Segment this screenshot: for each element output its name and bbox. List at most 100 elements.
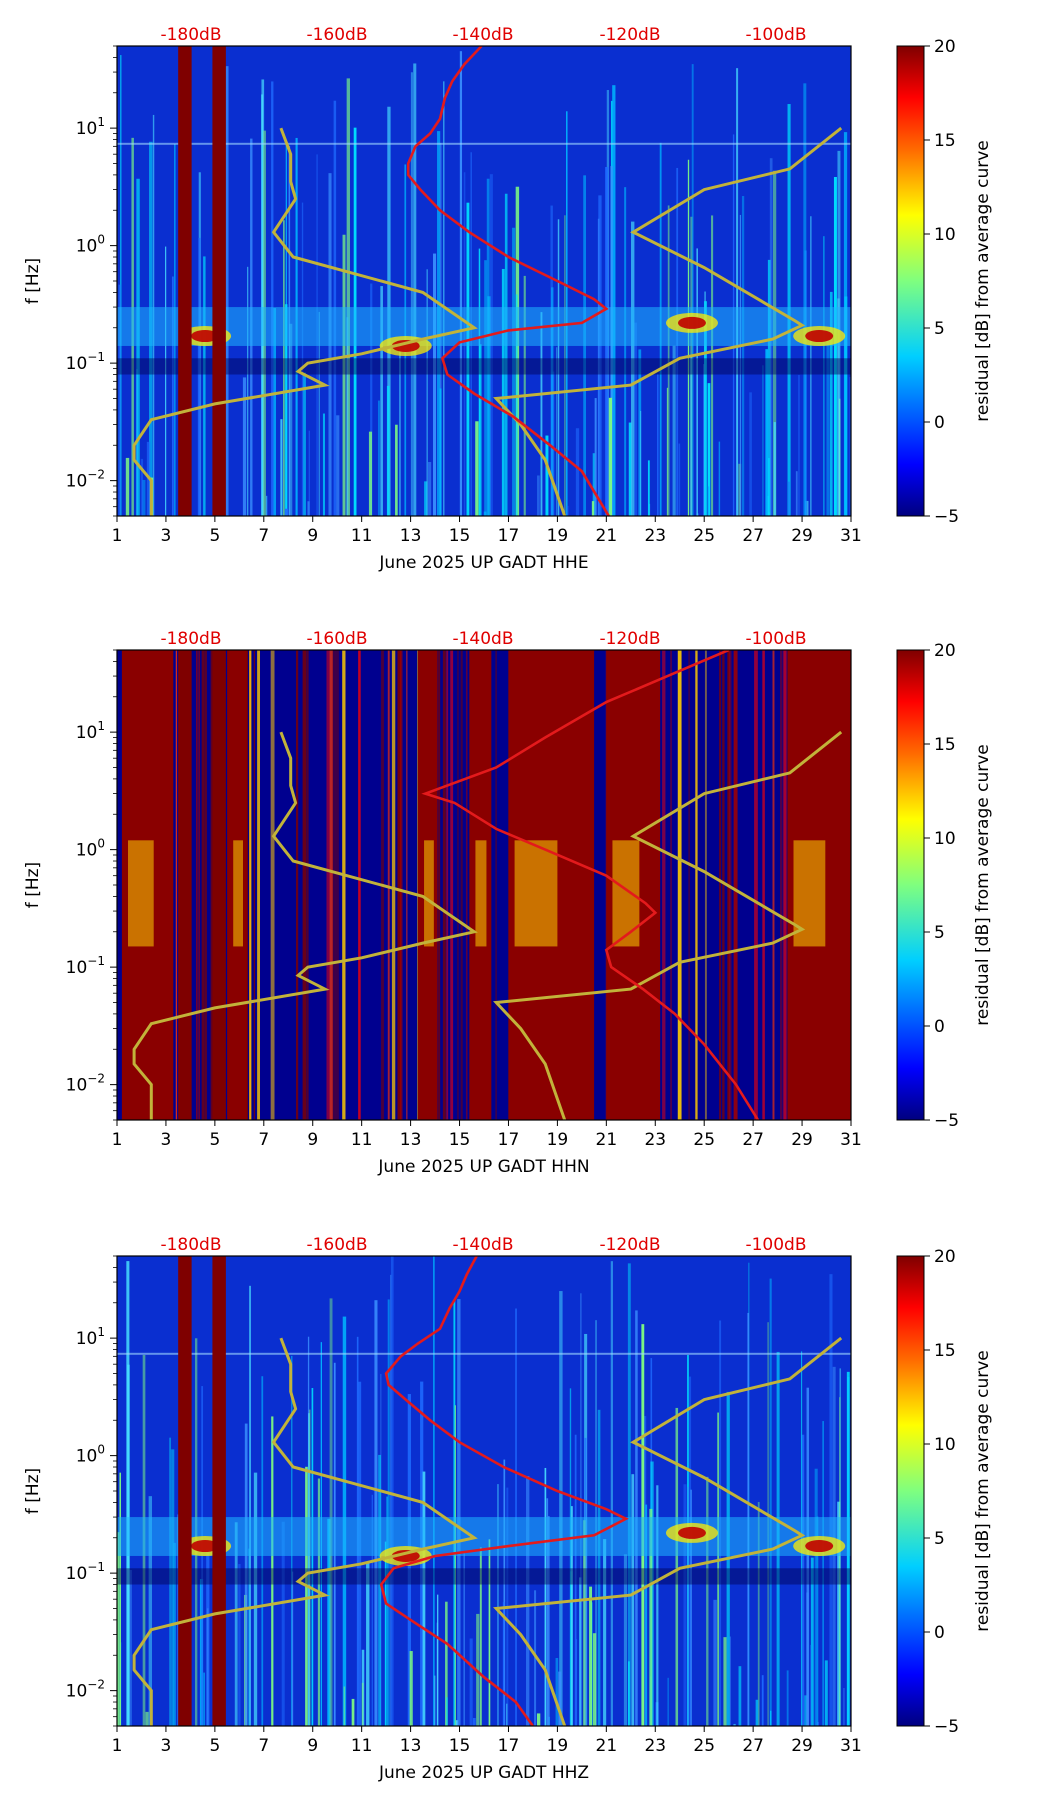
heatmap-streak [762,365,764,516]
y-tick-base: 10 [66,1076,88,1096]
hot-spot-core [805,330,834,343]
y-tick-base: 10 [66,1682,88,1702]
heatmap-streak [368,431,373,516]
colorbar-tick-label: 5 [934,1529,945,1549]
heatmap-streak [273,308,277,516]
heatmap-streak [371,1494,373,1726]
heatmap-streak [683,1484,687,1726]
y-tick-label: 10−1 [66,1560,105,1584]
colorbar-tick-label: 0 [934,413,945,433]
heatmap-streak [707,486,710,516]
heatmap-streak [378,1454,382,1726]
microseism-band [117,307,851,346]
heatmap-streak [261,94,264,516]
db-scale-label: -100dB [745,629,806,649]
heatmap-streak [145,1711,149,1726]
heatmap-streak [678,443,681,516]
x-tick-label: 15 [449,1736,471,1756]
heatmap-streak [501,268,505,516]
heatmap-streak [536,1713,541,1726]
x-tick-label: 9 [307,1130,318,1150]
heatmap-streak [592,453,596,516]
x-tick-label: 31 [840,1130,862,1150]
heatmap-streak [823,236,825,516]
x-tick-label: 5 [209,1736,220,1756]
y-tick-exponent: 1 [97,1325,105,1339]
heatmap-streak [242,377,247,516]
heatmap-streak [749,392,752,516]
heatmap-streak [453,1299,456,1726]
heatmap-streak [284,304,288,516]
heatmap-streak [336,415,340,516]
heatmap-streak [488,1539,491,1726]
heatmap-streak [545,435,549,516]
heatmap-streak [460,650,463,1120]
x-tick-label: 5 [209,526,220,546]
harmonic-line [117,142,851,145]
heatmap-streak [688,650,690,1120]
heatmap-streak [342,234,346,516]
heatmap-streak [377,400,380,516]
x-tick-label: 29 [791,526,813,546]
y-tick-label: 10−2 [66,1072,105,1096]
heatmap-streak [426,269,428,516]
heatmap-streak [515,294,518,516]
y-tick-base: 10 [76,237,98,257]
heatmap-streak [829,1274,833,1726]
heatmap-streak [351,1698,355,1726]
heatmap-streak [165,246,167,516]
heatmap-streak [249,650,252,1120]
heatmap-streak [718,441,721,516]
data-gap [212,1256,226,1726]
heatmap-streak [826,341,830,516]
heatmap-streak [504,193,508,516]
y-tick-base: 10 [76,841,98,861]
heatmap-streak [803,83,807,516]
average-curve [421,650,760,1120]
heatmap-streak [201,1386,204,1726]
x-axis-label: June 2025 UP GADT HHN [377,1157,589,1177]
heatmap-streak [733,1723,736,1726]
colorbar-label: residual [dB] from average curve [973,140,993,421]
x-tick-label: 27 [742,1736,764,1756]
x-tick-label: 27 [742,526,764,546]
colorbar-label: residual [dB] from average curve [973,744,993,1025]
heatmap-streak [570,1506,573,1726]
heatmap-streak [765,349,769,516]
heatmap-streak [719,1724,721,1726]
heatmap-streak [544,1467,547,1726]
x-axis-label: June 2025 UP GADT HHE [378,553,588,573]
heatmap-streak [786,1670,789,1726]
data-gap [178,46,192,516]
heatmap-streak [656,1485,659,1726]
x-tick-label: 1 [112,1736,123,1756]
heatmap-streak [342,650,346,1120]
x-tick-label: 3 [161,1736,172,1756]
heatmap-streak [265,495,268,516]
heatmap-streak [647,460,650,516]
colorbar-tick-label: 15 [934,735,956,755]
heatmap-streak [806,1387,810,1726]
x-tick-label: 11 [351,526,373,546]
heatmap-streak [795,471,798,516]
heatmap-streak [370,283,373,516]
colorbar [896,45,925,517]
hot-spot-core [677,1526,706,1539]
y-tick-exponent: −1 [87,350,105,364]
heatmap-streak [446,650,449,1120]
colorbar-tick-label: 15 [934,131,956,151]
model-curve-right [493,1336,843,1726]
heatmap-streak [723,1637,727,1726]
heatmap-streak [366,1561,370,1726]
heatmap-streak [849,376,851,516]
heatmap-streak [757,1502,760,1726]
heatmap-streak [546,1498,549,1726]
colorbar-tick-label: 20 [934,1247,956,1267]
y-tick-label: 100 [76,233,105,257]
heatmap-streak [645,1504,648,1726]
heatmap-streak [574,1434,577,1726]
model-curve-right [493,730,843,1120]
y-tick-label: 10−1 [66,350,105,374]
heatmap-streak [198,650,200,1120]
heatmap-streak [301,202,304,516]
